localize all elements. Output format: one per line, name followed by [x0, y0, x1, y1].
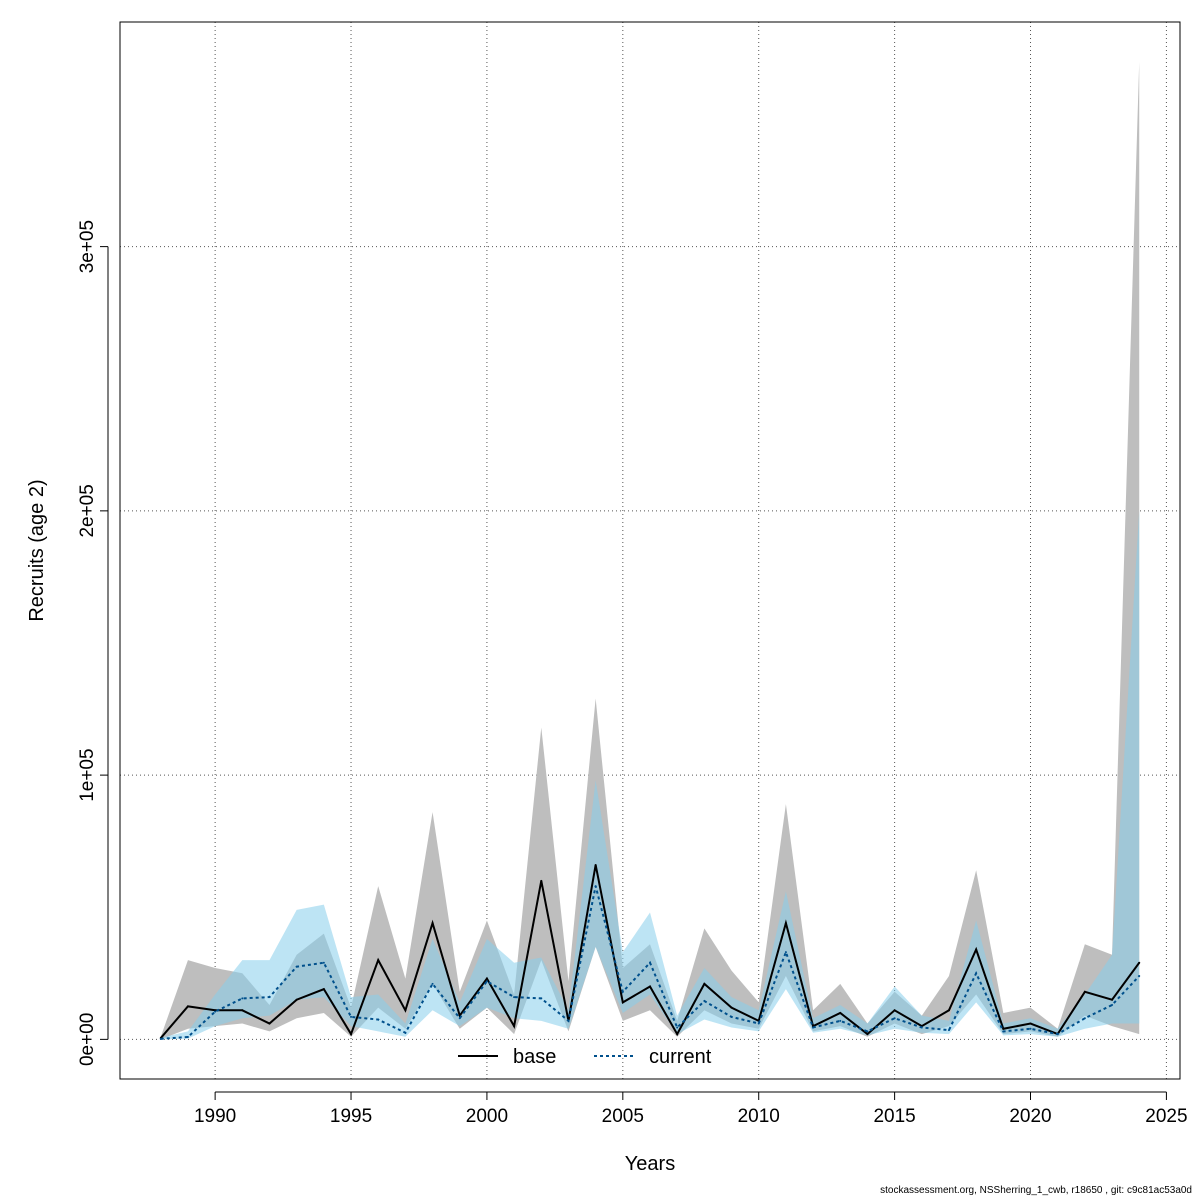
point-current-2000: [485, 980, 488, 983]
band-current: [160, 510, 1140, 1040]
point-base-2005: [621, 1001, 624, 1004]
point-current-1990: [214, 1010, 217, 1013]
point-current-2022: [1083, 1017, 1086, 1020]
band-base: [160, 61, 1140, 1040]
point-current-2013: [839, 1019, 842, 1022]
point-base-1994: [322, 988, 325, 991]
point-current-1996: [377, 1018, 380, 1021]
point-current-1993: [295, 965, 298, 968]
point-base-1998: [431, 922, 434, 925]
point-current-2020: [1029, 1027, 1032, 1030]
point-current-2006: [649, 961, 651, 964]
point-current-1994: [322, 961, 325, 964]
point-current-1998: [431, 982, 434, 985]
point-base-2013: [839, 1011, 842, 1014]
point-current-2012: [812, 1026, 815, 1029]
point-current-2011: [784, 951, 787, 954]
y-tick-label-1: 1e+05: [77, 748, 98, 801]
point-current-1992: [268, 996, 271, 999]
x-axis: 1990 1995 2000 2005 2010 2015 2020 2025: [194, 1091, 1188, 1127]
y-axis-label: Recruits (age 2): [26, 479, 48, 621]
x-tick-label-0: 1990: [194, 1106, 236, 1127]
point-current-2024: [1138, 974, 1141, 977]
point-base-2017: [947, 1009, 950, 1012]
point-current-1989: [186, 1035, 189, 1038]
x-tick-label-3: 2005: [602, 1106, 644, 1127]
point-base-1989: [186, 1005, 189, 1008]
legend-label-base: base: [513, 1046, 556, 1068]
y-tick-label-2: 2e+05: [77, 484, 98, 537]
point-base-2009: [730, 1006, 733, 1009]
point-base-2008: [703, 982, 706, 985]
x-tick-label-1: 1995: [330, 1106, 372, 1127]
point-base-2001: [513, 1025, 516, 1028]
point-current-2017: [947, 1029, 950, 1032]
point-base-1995: [350, 1033, 353, 1036]
x-tick-label-4: 2010: [738, 1106, 780, 1127]
y-tick-label-0: 0e+00: [77, 1013, 98, 1066]
point-current-2009: [730, 1015, 733, 1018]
point-current-2008: [703, 1000, 706, 1003]
x-tick-label-7: 2025: [1145, 1106, 1187, 1127]
point-base-1991: [241, 1009, 244, 1012]
point-current-1988: [159, 1037, 162, 1040]
x-tick-label-2: 2000: [466, 1106, 508, 1127]
confidence-bands: [160, 61, 1140, 1040]
point-base-2002: [540, 879, 543, 882]
point-current-2001: [513, 996, 516, 999]
point-current-1999: [458, 1017, 461, 1020]
point-current-1991: [241, 997, 244, 1000]
point-base-2000: [485, 977, 488, 980]
point-base-2024: [1138, 961, 1141, 964]
point-base-2004: [594, 863, 597, 866]
point-base-1996: [377, 959, 380, 962]
point-base-2015: [893, 1009, 896, 1012]
point-base-2018: [975, 948, 978, 951]
point-current-1995: [350, 1015, 353, 1018]
point-current-2019: [1002, 1030, 1005, 1033]
point-base-1992: [268, 1022, 271, 1025]
point-current-1997: [404, 1031, 407, 1034]
point-current-2015: [893, 1017, 896, 1020]
point-current-2018: [975, 972, 978, 975]
point-base-2023: [1111, 998, 1114, 1001]
x-tick-label-5: 2015: [873, 1106, 915, 1127]
point-current-2014: [866, 1030, 869, 1033]
grid: [120, 22, 1180, 1079]
plot-frame: [119, 21, 1181, 1080]
footer-text: stockassessment.org, NSSherring_1_cwb, r…: [880, 1185, 1192, 1196]
x-axis-label: Years: [625, 1153, 675, 1175]
point-current-2002: [540, 997, 543, 1000]
point-current-2003: [567, 1019, 570, 1022]
point-base-2006: [649, 985, 651, 988]
y-tick-label-3: 3e+05: [77, 220, 98, 273]
point-base-2022: [1083, 990, 1086, 993]
point-base-2020: [1029, 1022, 1032, 1025]
point-base-2019: [1002, 1027, 1005, 1030]
point-base-2007: [676, 1033, 679, 1036]
point-base-2014: [866, 1033, 869, 1036]
point-base-1997: [404, 1009, 407, 1012]
series-lines: [159, 863, 1141, 1040]
point-current-2004: [594, 885, 597, 888]
point-current-2007: [676, 1026, 679, 1029]
y-axis: 0e+00 1e+05 2e+05 3e+05: [77, 220, 109, 1066]
point-base-1993: [295, 998, 298, 1001]
point-current-2005: [621, 990, 624, 993]
legend-label-current: current: [649, 1046, 712, 1068]
point-current-2016: [920, 1026, 923, 1029]
legend: base current: [458, 1046, 712, 1068]
point-base-2011: [784, 922, 787, 925]
point-current-2023: [1111, 1004, 1114, 1007]
x-tick-label-6: 2020: [1009, 1106, 1051, 1127]
point-current-2021: [1056, 1033, 1059, 1036]
point-current-2010: [757, 1022, 760, 1025]
